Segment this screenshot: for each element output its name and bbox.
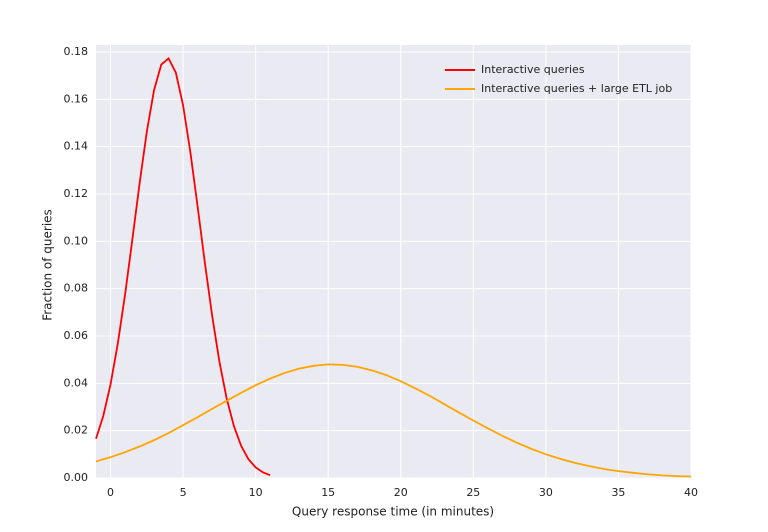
x-tick-label: 35 xyxy=(611,486,625,499)
legend-label: Interactive queries + large ETL job xyxy=(481,82,672,95)
x-tick-label: 5 xyxy=(180,486,187,499)
y-axis-label: Fraction of queries xyxy=(41,209,55,321)
series-line xyxy=(95,56,271,476)
y-tick-label: 0.04 xyxy=(64,376,89,389)
x-tick-label: 0 xyxy=(107,486,114,499)
y-tick-label: 0.16 xyxy=(64,92,89,105)
x-axis-label: Query response time (in minutes) xyxy=(292,505,494,519)
y-tick-label: 0.08 xyxy=(64,282,89,295)
x-tick-label: 10 xyxy=(249,486,263,499)
x-tick-label: 25 xyxy=(466,486,480,499)
legend-label: Interactive queries xyxy=(481,63,585,76)
y-tick-label: 0.02 xyxy=(64,424,89,437)
y-tick-label: 0.06 xyxy=(64,329,89,342)
y-tick-label: 0.14 xyxy=(64,140,89,153)
y-tick-label: 0.00 xyxy=(64,471,89,484)
x-tick-label: 15 xyxy=(321,486,335,499)
x-tick-label: 30 xyxy=(539,486,553,499)
series-line xyxy=(95,363,692,478)
y-tick-label: 0.12 xyxy=(64,187,89,200)
y-tick-label: 0.10 xyxy=(64,234,89,247)
plot-background xyxy=(96,45,691,478)
x-tick-label: 20 xyxy=(394,486,408,499)
x-tick-label: 40 xyxy=(684,486,698,499)
y-tick-label: 0.18 xyxy=(64,45,89,58)
